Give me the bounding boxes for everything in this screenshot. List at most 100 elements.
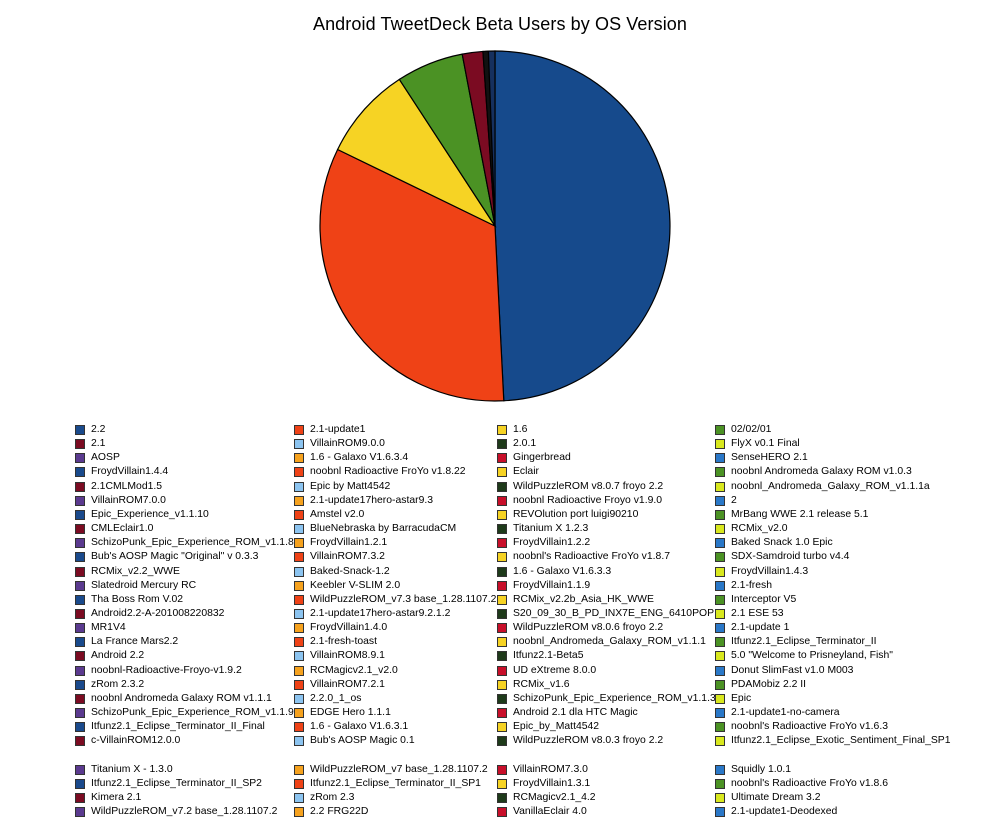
legend-label: VillainROM8.9.1 (310, 650, 385, 662)
legend-label: WildPuzzleROM_v7.2 base_1.28.1107.2 (91, 806, 278, 818)
legend-label: FroydVillain1.3.1 (513, 777, 591, 789)
legend-label: noobnl Radioactive Froyo v1.9.0 (513, 494, 663, 506)
legend-swatch (497, 665, 507, 676)
legend-swatch (497, 566, 507, 577)
legend-item: La France Mars2.2 (75, 635, 178, 649)
legend-label: noobnl Andromeda Galaxy ROM v1.1.1 (91, 692, 272, 704)
legend-item: Android 2.2 (75, 649, 144, 663)
legend-label: SenseHERO 2.1 (731, 452, 808, 464)
legend-item: 2.1-update1 (294, 423, 365, 437)
legend-item: Epic by Matt4542 (294, 480, 390, 494)
legend-swatch (294, 580, 304, 591)
legend-swatch (497, 538, 507, 549)
legend-swatch (715, 425, 725, 435)
legend-label: Donut SlimFast v1.0 M003 (731, 664, 854, 676)
legend-item: WildPuzzleROM_v7.3 base_1.28.1107.2 (294, 593, 496, 607)
legend-swatch (715, 679, 725, 690)
legend-swatch (75, 637, 85, 648)
legend-item: Itfunz2.1-Beta5 (497, 649, 583, 663)
legend-swatch (497, 439, 507, 450)
legend-label: 2.2.0_1_os (310, 692, 362, 704)
legend-item: Keebler V-SLIM 2.0 (294, 579, 400, 593)
legend-item: CMLEclair1.0 (75, 522, 153, 536)
legend-swatch (75, 425, 85, 435)
legend-item: RCMagicv2.1_v2.0 (294, 664, 398, 678)
legend-swatch (497, 552, 507, 563)
legend-swatch (75, 792, 85, 803)
legend-item: Donut SlimFast v1.0 M003 (715, 664, 853, 678)
legend-item: Amstel v2.0 (294, 508, 364, 522)
legend-label: CMLEclair1.0 (91, 523, 154, 535)
legend-item: 2.1-fresh-toast (294, 635, 377, 649)
legend-item: Titanium X 1.2.3 (497, 522, 588, 536)
legend-swatch (497, 693, 507, 704)
legend-item: 1.6 - Galaxo V1.6.3.1 (294, 720, 408, 734)
legend-label: BlueNebraska by BarracudaCM (310, 523, 457, 535)
legend-label: WildPuzzleROM_v7 base_1.28.1107.2 (310, 763, 488, 775)
legend-label: Tha Boss Rom V.02 (91, 593, 184, 605)
legend-label: Squidly 1.0.1 (731, 763, 792, 775)
legend-label: SchizoPunk_Epic_Experience_ROM_v1.1.3 (513, 692, 716, 704)
legend-swatch (497, 524, 507, 535)
legend-item: 1.6 - Galaxo V1.6.3.4 (294, 451, 408, 465)
legend-label: Amstel v2.0 (310, 508, 365, 520)
legend-item: RCMagicv2.1_4.2 (497, 791, 596, 805)
legend-item: Bub's AOSP Magic "Original" v 0.3.3 (75, 550, 258, 564)
legend-swatch (497, 722, 507, 733)
legend-label: Keebler V-SLIM 2.0 (310, 579, 401, 591)
legend-item: FroydVillain1.1.9 (497, 579, 590, 593)
legend-label: UD eXtreme 8.0.0 (513, 664, 597, 676)
legend-label: 2.1-update17hero-astar9.3 (310, 494, 434, 506)
legend-label: Android 2.2 (91, 650, 145, 662)
legend-label: 02/02/01 (731, 424, 772, 435)
legend-swatch (715, 552, 725, 563)
legend-item: VillainROM7.0.0 (75, 494, 166, 508)
legend-item: SDX-Samdroid turbo v4.4 (715, 550, 849, 564)
legend-swatch (75, 439, 85, 450)
legend-label: noobnl's Radioactive FroYo v1.6.3 (731, 721, 888, 733)
legend-swatch (715, 467, 725, 478)
legend-label: 1.6 (513, 424, 528, 435)
legend-swatch (75, 509, 85, 520)
legend-item: 2.2 (75, 423, 105, 437)
legend-item: 02/02/01 (715, 423, 771, 437)
legend-label: SDX-Samdroid turbo v4.4 (731, 551, 850, 563)
legend-swatch (497, 637, 507, 648)
legend-item: 2.1-update17hero-astar9.2.1.2 (294, 607, 450, 621)
legend-swatch (75, 623, 85, 634)
legend-swatch (497, 679, 507, 690)
legend-item: S20_09_30_B_PD_INX7E_ENG_6410POP (497, 607, 714, 621)
legend-label: Gingerbread (513, 452, 571, 464)
legend-label: 2.1-fresh (731, 579, 773, 591)
legend-label: S20_09_30_B_PD_INX7E_ENG_6410POP (513, 607, 715, 619)
pie-slice-1 (319, 148, 505, 402)
legend-item: noobnl Andromeda Galaxy ROM v1.1.1 (75, 692, 272, 706)
legend-label: 2.1-update 1 (731, 622, 790, 634)
legend-swatch (497, 623, 507, 634)
legend-swatch (294, 439, 304, 450)
legend-swatch (497, 608, 507, 619)
legend-label: RCMix_v2.2b_Asia_HK_WWE (513, 593, 654, 605)
legend-label: Android 2.1 dla HTC Magic (513, 707, 638, 718)
legend-swatch (497, 481, 507, 492)
legend-item: REVOlution port luigi90210 (497, 508, 638, 522)
legend-item: VillainROM7.3.2 (294, 550, 385, 564)
legend-swatch (294, 708, 304, 718)
legend-item: BlueNebraska by BarracudaCM (294, 522, 456, 536)
legend-item: WildPuzzleROM v8.0.3 froyo 2.2 (497, 734, 663, 748)
legend-label: VillainROM7.0.0 (91, 494, 166, 506)
legend-label: 1.6 - Galaxo V1.6.3.3 (513, 565, 612, 577)
legend-swatch (715, 778, 725, 789)
legend-item: noobnl's Radioactive FroYo v1.8.6 (715, 777, 888, 791)
legend-swatch (497, 778, 507, 789)
legend-label: FroydVillain1.4.0 (310, 622, 388, 634)
legend-item: FroydVillain1.4.3 (715, 565, 808, 579)
legend-label: noobnl's Radioactive FroYo v1.8.7 (513, 551, 670, 563)
legend-label: Ultimate Dream 3.2 (731, 791, 821, 803)
legend-item: WildPuzzleROM v8.0.7 froyo 2.2 (497, 480, 663, 494)
legend-item: FroydVillain1.2.2 (497, 536, 590, 550)
legend-label: REVOlution port luigi90210 (513, 508, 639, 520)
legend-label: La France Mars2.2 (91, 636, 179, 648)
legend-label: VanillaEclair 4.0 (513, 806, 587, 818)
legend-swatch (497, 651, 507, 662)
